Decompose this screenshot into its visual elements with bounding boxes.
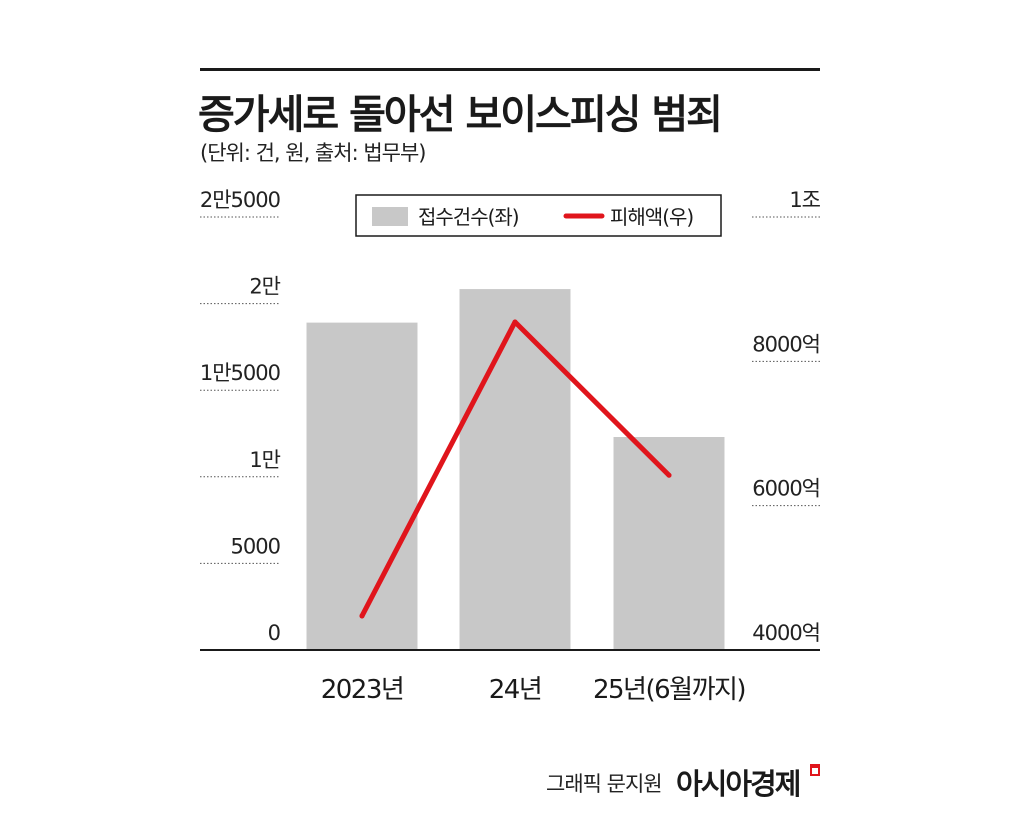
legend-box [355,194,722,237]
right-tick-label: 4000억 [752,621,820,645]
right-tick-label: 6000억 [752,477,820,501]
legend-label-bar: 접수건수(좌) [418,205,519,229]
right-tick-label: 1조 [789,188,820,212]
left-tick-label: 5000 [231,534,280,558]
chart-title: 증가세로 돌아선 보이스피싱 범죄 [198,92,723,138]
top-rule [200,68,820,71]
damage-point [666,472,672,478]
damage-point [359,613,365,619]
chart-subtitle: (단위: 건, 원, 출처: 법무부) [200,141,426,165]
legend-swatch-bar [372,207,408,226]
category-label: 2023년 [321,675,404,705]
left-tick-label: 2만 [249,275,280,299]
damage-point [512,319,518,325]
bar [613,437,725,650]
brand-logo: 아시아경제 [676,767,801,801]
left-tick-label: 2만5000 [200,188,280,212]
graphic-credit: 그래픽 문지원 [546,772,663,796]
right-tick-label: 8000억 [752,332,820,356]
left-tick-label: 1만5000 [200,361,280,385]
bar [306,322,418,650]
category-label: 24년 [489,675,542,705]
left-tick-label: 0 [268,621,280,645]
left-tick-label: 1만 [249,448,280,472]
category-label: 25년(6월까지) [593,675,745,705]
brand-mark-icon [810,764,820,776]
bar [459,289,571,650]
legend-label-line: 피해액(우) [610,205,693,229]
